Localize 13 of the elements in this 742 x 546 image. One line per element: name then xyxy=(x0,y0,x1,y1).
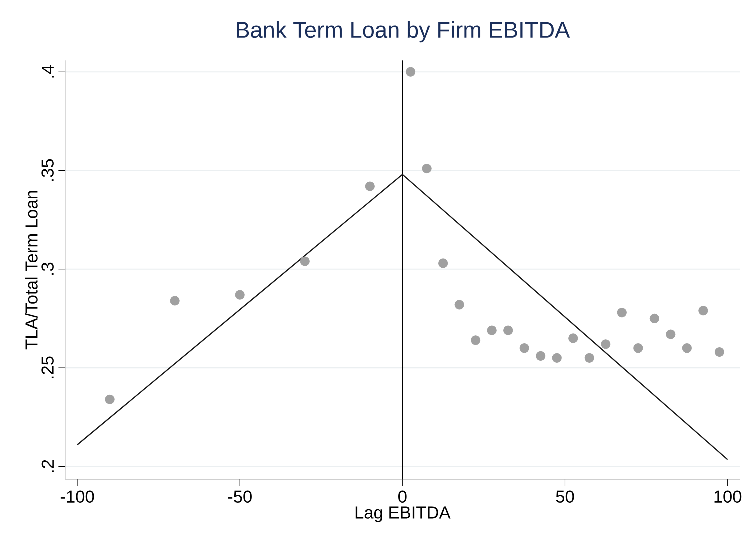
x-tick-label: 0 xyxy=(398,490,407,503)
x-tick-label: -50 xyxy=(228,490,252,503)
y-tick-label: .3 xyxy=(42,262,54,276)
chart-title: Bank Term Loan by Firm EBITDA xyxy=(237,21,570,43)
x-tick-label: 50 xyxy=(556,490,574,503)
y-tick-label: .4 xyxy=(42,65,54,78)
y-tick-label: .25 xyxy=(42,356,54,379)
x-tick-label: 100 xyxy=(714,490,742,503)
y-axis-title: TLA/Total Term Loan xyxy=(25,191,38,350)
y-tick-label: .2 xyxy=(42,460,54,472)
x-axis-title: Lag EBITDA xyxy=(356,506,451,522)
x-tick-label: -100 xyxy=(60,490,94,503)
y-tick-label: .35 xyxy=(42,159,54,182)
